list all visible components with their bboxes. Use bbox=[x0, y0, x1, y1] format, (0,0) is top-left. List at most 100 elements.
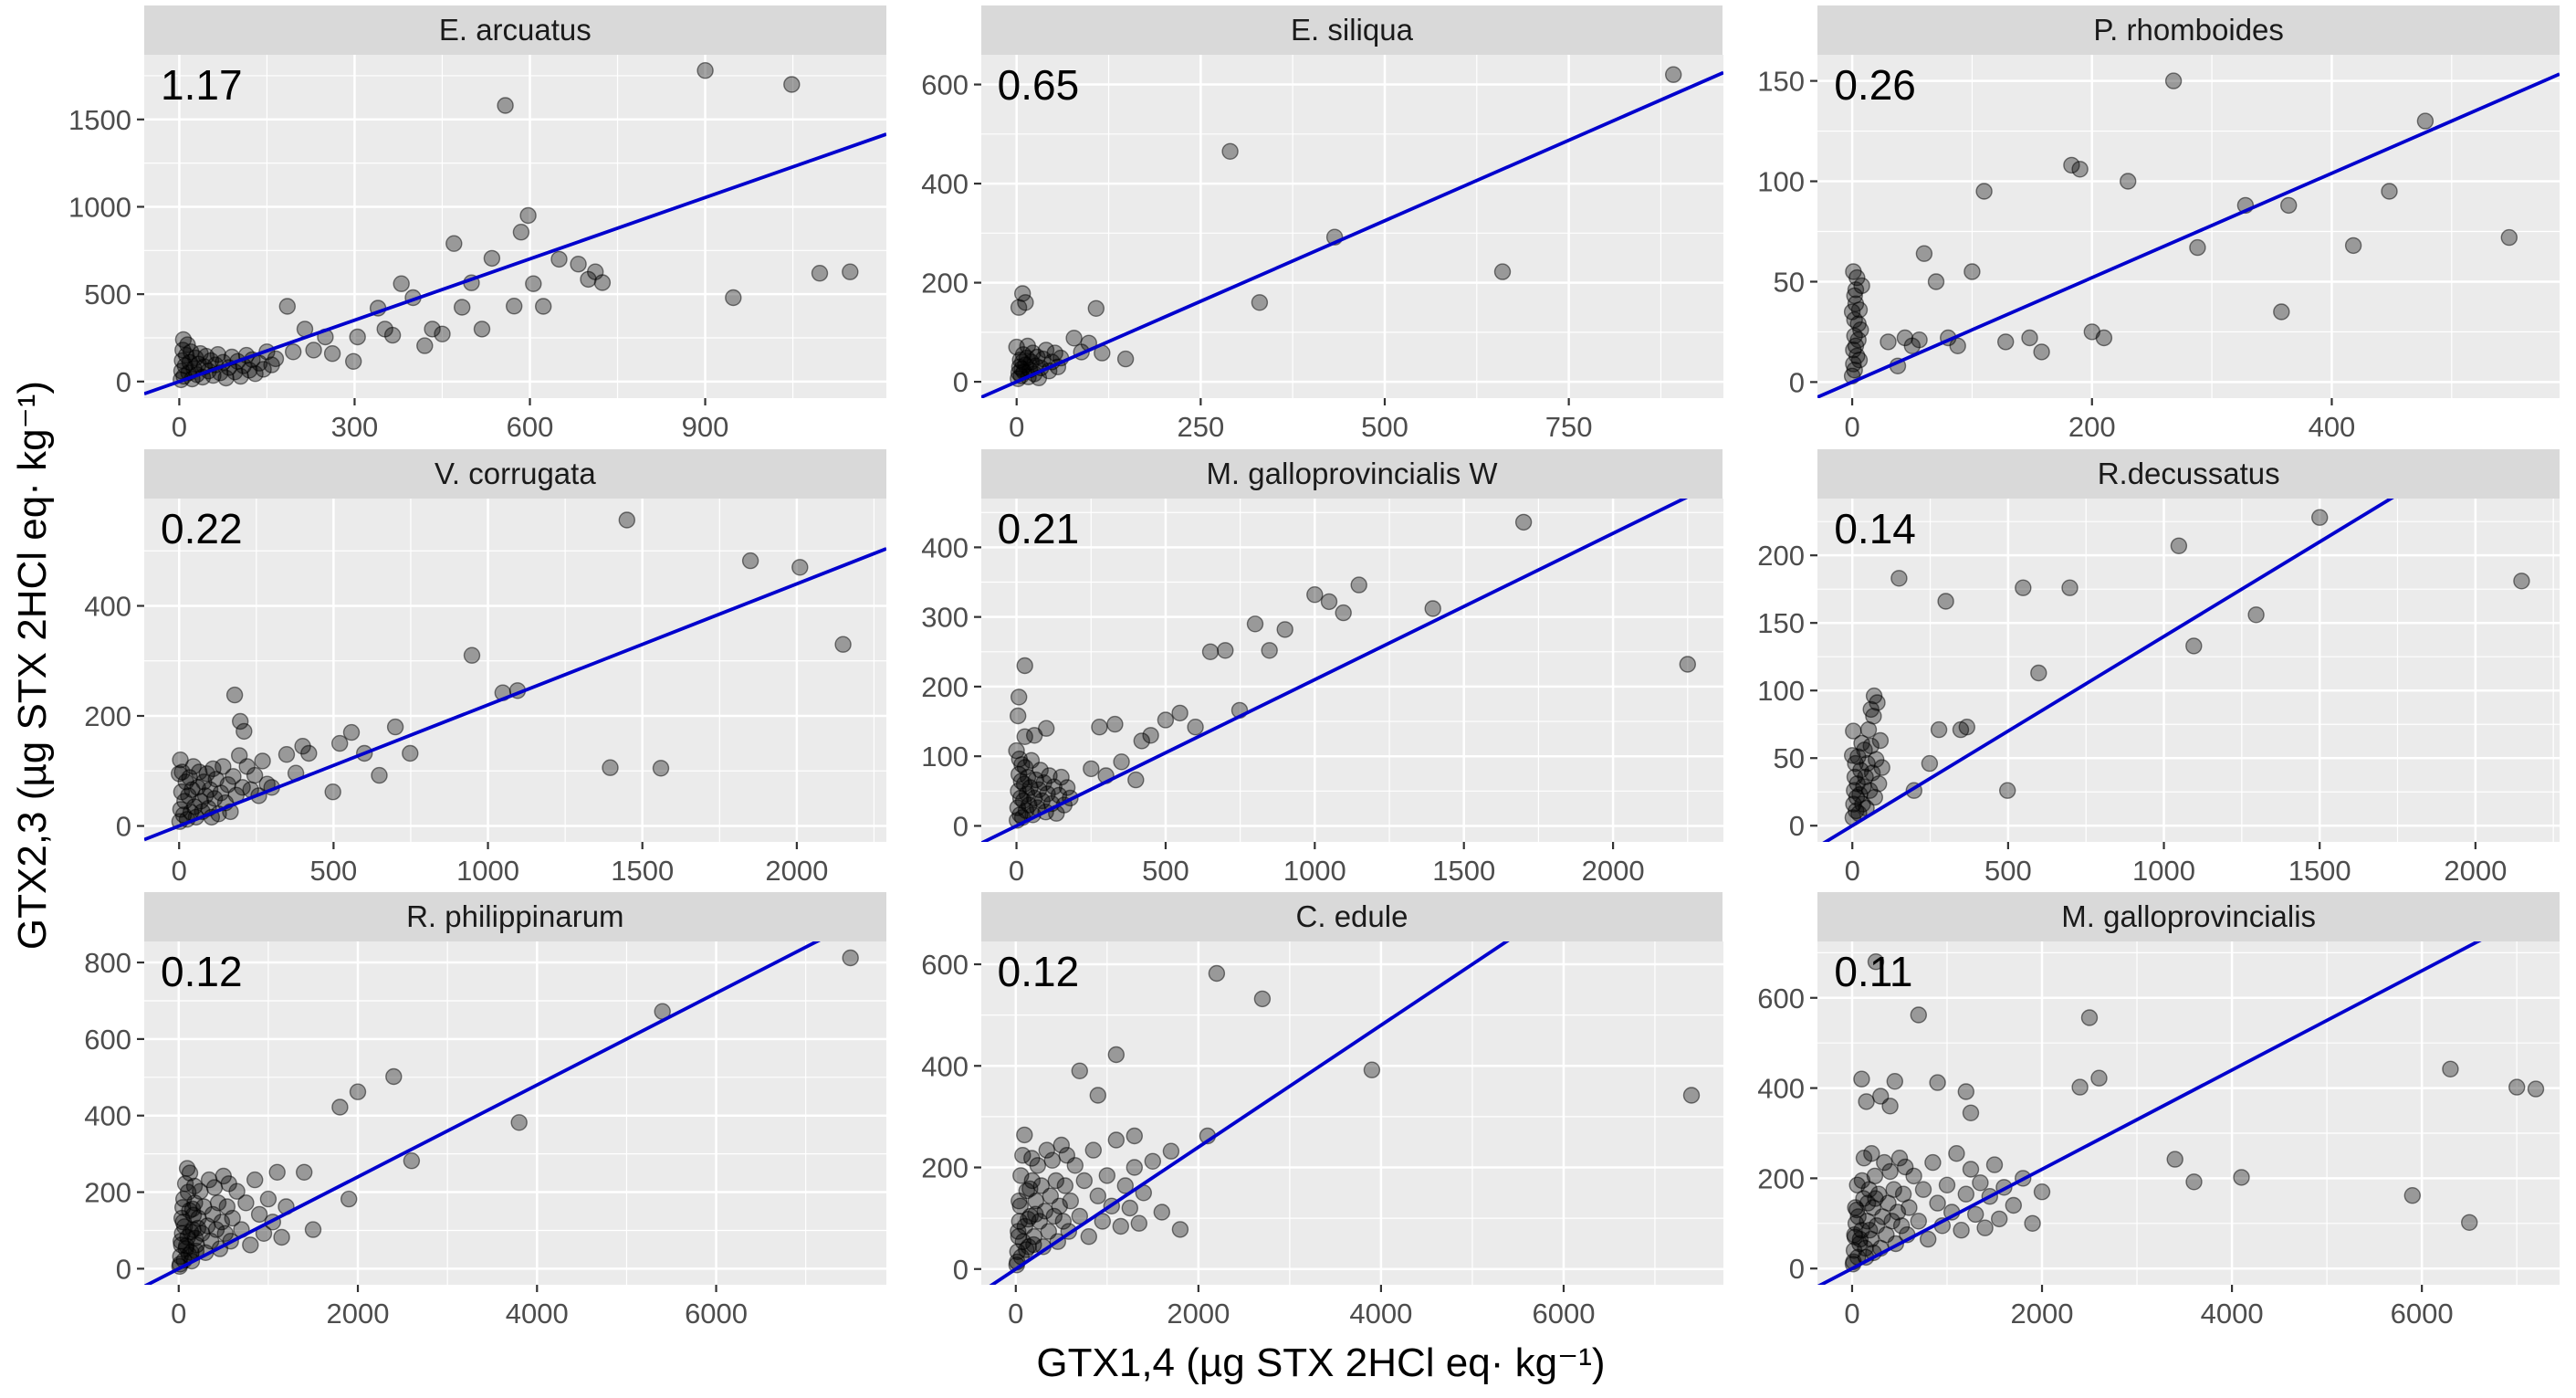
svg-text:0: 0 bbox=[172, 855, 187, 887]
svg-text:400: 400 bbox=[84, 590, 131, 622]
svg-text:50: 50 bbox=[1774, 266, 1805, 298]
svg-text:900: 900 bbox=[682, 411, 729, 443]
svg-text:1000: 1000 bbox=[2132, 855, 2195, 887]
svg-text:150: 150 bbox=[1758, 66, 1806, 98]
facet-e-arcuatus: E. arcuatus 0 300 600 900 0 500 1000 1500 1.17 bbox=[66, 0, 903, 444]
svg-text:500: 500 bbox=[84, 279, 131, 310]
facet-strip: E. siliqua bbox=[980, 5, 1723, 55]
facet-panel-area: 0 2000 4000 6000 0 200 400 600 0.11 bbox=[1739, 941, 2567, 1330]
facet-panel-area: 0 200 400 0 50 100 150 0.26 bbox=[1739, 55, 2567, 444]
facet-panel-area: 0 250 500 750 0 200 400 600 0.65 bbox=[903, 55, 1731, 444]
svg-text:0: 0 bbox=[116, 810, 131, 842]
svg-text:100: 100 bbox=[921, 741, 969, 773]
facet-panel-area: 0 2000 4000 6000 0 200 400 600 0.12 bbox=[903, 941, 1731, 1330]
svg-text:400: 400 bbox=[921, 531, 969, 563]
svg-text:2000: 2000 bbox=[765, 855, 828, 887]
facet-title: R.decussatus bbox=[2097, 456, 2280, 490]
svg-text:1000: 1000 bbox=[1283, 855, 1346, 887]
facet-panel-area: 0 300 600 900 0 500 1000 1500 1.17 bbox=[66, 55, 894, 444]
svg-text:1000: 1000 bbox=[68, 191, 131, 223]
facet-c-edule: C. edule 0 2000 4000 6000 0 200 400 600 0.12 bbox=[903, 887, 1740, 1330]
svg-text:1500: 1500 bbox=[611, 855, 674, 887]
svg-text:50: 50 bbox=[1774, 742, 1805, 774]
svg-text:300: 300 bbox=[331, 411, 379, 443]
facet-panel-area: 0 2000 4000 6000 0 200 400 600 800 0.12 bbox=[66, 941, 894, 1330]
svg-text:0: 0 bbox=[952, 810, 968, 842]
svg-text:200: 200 bbox=[921, 1152, 969, 1184]
facet-panel-area: 0 500 1000 1500 2000 0 50 100 150 200 0.14 bbox=[1739, 498, 2567, 888]
svg-text:1000: 1000 bbox=[456, 855, 519, 887]
svg-text:0: 0 bbox=[116, 1254, 131, 1286]
svg-text:400: 400 bbox=[1758, 1073, 1806, 1105]
facet-panel-area: 0 500 1000 1500 2000 0 200 400 0.22 bbox=[66, 498, 894, 888]
svg-text:400: 400 bbox=[921, 1051, 969, 1083]
svg-text:100: 100 bbox=[1758, 166, 1806, 198]
scatter-panel-svg: 0 2000 4000 6000 0 200 400 600 800 bbox=[84, 941, 886, 1330]
facet-title: M. galloprovincialis bbox=[2061, 899, 2317, 934]
scatter-panel-svg: 0 300 600 900 0 500 1000 1500 bbox=[68, 55, 886, 443]
svg-text:600: 600 bbox=[1758, 983, 1806, 1014]
facet-e-siliqua: E. siliqua 0 250 500 750 0 200 400 600 0.65 bbox=[903, 0, 1740, 444]
scatter-panel-svg: 0 500 1000 1500 2000 0 200 400 bbox=[84, 498, 886, 887]
facet-title: C. edule bbox=[1295, 899, 1408, 934]
facet-strip: V. corrugata bbox=[144, 448, 886, 499]
svg-text:2000: 2000 bbox=[1581, 855, 1644, 887]
svg-text:400: 400 bbox=[84, 1100, 131, 1132]
svg-text:1500: 1500 bbox=[2288, 855, 2351, 887]
svg-text:0: 0 bbox=[952, 366, 968, 398]
svg-text:0: 0 bbox=[1789, 366, 1805, 398]
svg-text:600: 600 bbox=[921, 69, 969, 101]
svg-text:2000: 2000 bbox=[1167, 1298, 1230, 1330]
svg-text:0: 0 bbox=[1789, 1254, 1805, 1286]
svg-text:200: 200 bbox=[921, 268, 969, 300]
x-axis-label: GTX1,4 (µg STX 2HCl eq· kg⁻¹) bbox=[66, 1330, 2576, 1398]
svg-text:250: 250 bbox=[1177, 411, 1224, 443]
svg-text:200: 200 bbox=[84, 700, 131, 732]
svg-text:200: 200 bbox=[1758, 1163, 1806, 1195]
svg-text:500: 500 bbox=[1142, 855, 1189, 887]
y-axis-label: GTX2,3 (µg STX 2HCl eq· kg⁻¹) bbox=[0, 0, 66, 1330]
svg-text:500: 500 bbox=[1984, 855, 2032, 887]
svg-text:6000: 6000 bbox=[2391, 1298, 2454, 1330]
facet-strip: M. galloprovincialis bbox=[1817, 892, 2560, 942]
facet-title: M. galloprovincialis W bbox=[1206, 456, 1498, 490]
svg-text:4000: 4000 bbox=[2201, 1298, 2264, 1330]
svg-text:1500: 1500 bbox=[68, 104, 131, 136]
svg-text:0: 0 bbox=[1845, 1298, 1860, 1330]
facet-v-corrugata: V. corrugata 0 500 1000 1500 2000 0 200 400 0.2… bbox=[66, 444, 903, 888]
scatter-panel-svg: 0 500 1000 1500 2000 0 50 100 150 200 bbox=[1758, 498, 2560, 887]
facet-strip: E. arcuatus bbox=[144, 5, 886, 55]
facet-title: E. siliqua bbox=[1291, 13, 1413, 47]
svg-text:0: 0 bbox=[171, 1298, 186, 1330]
svg-text:0: 0 bbox=[1845, 411, 1860, 443]
scatter-panel-svg: 0 500 1000 1500 2000 0 100 200 300 400 bbox=[921, 498, 1723, 887]
svg-text:400: 400 bbox=[2309, 411, 2356, 443]
svg-text:0: 0 bbox=[1009, 411, 1024, 443]
svg-text:0: 0 bbox=[172, 411, 187, 443]
facet-strip: M. galloprovincialis W bbox=[980, 448, 1723, 499]
facet-strip: C. edule bbox=[980, 892, 1723, 942]
y-axis-label-text: GTX2,3 (µg STX 2HCl eq· kg⁻¹) bbox=[10, 380, 56, 951]
svg-text:400: 400 bbox=[921, 168, 969, 200]
facet-title: R. philippinarum bbox=[406, 899, 624, 934]
svg-text:2000: 2000 bbox=[2445, 855, 2508, 887]
facet-panel-area: 0 500 1000 1500 2000 0 100 200 300 400 0.21 bbox=[903, 498, 1731, 888]
svg-text:0: 0 bbox=[1009, 855, 1024, 887]
svg-text:4000: 4000 bbox=[1349, 1298, 1412, 1330]
facet-m-galloprovincialis-w: M. galloprovincialis W 0 500 1000 1500 2000 0… bbox=[903, 444, 1740, 888]
facet-m-galloprovincialis: M. galloprovincialis 0 2000 4000 6000 0 200 40… bbox=[1739, 887, 2576, 1330]
svg-text:500: 500 bbox=[1361, 411, 1408, 443]
facet-title: E. arcuatus bbox=[438, 13, 592, 47]
svg-text:200: 200 bbox=[1758, 540, 1806, 572]
facet-title: P. rhomboides bbox=[2093, 13, 2284, 47]
svg-text:0: 0 bbox=[116, 366, 131, 398]
scatter-panel-svg: 0 200 400 0 50 100 150 bbox=[1758, 55, 2560, 443]
svg-text:300: 300 bbox=[921, 601, 969, 633]
svg-text:2000: 2000 bbox=[327, 1298, 390, 1330]
svg-text:800: 800 bbox=[84, 947, 131, 979]
svg-text:600: 600 bbox=[921, 949, 969, 981]
svg-text:500: 500 bbox=[310, 855, 358, 887]
facet-strip: R.decussatus bbox=[1817, 448, 2560, 499]
x-axis-label-text: GTX1,4 (µg STX 2HCl eq· kg⁻¹) bbox=[1036, 1340, 1606, 1385]
